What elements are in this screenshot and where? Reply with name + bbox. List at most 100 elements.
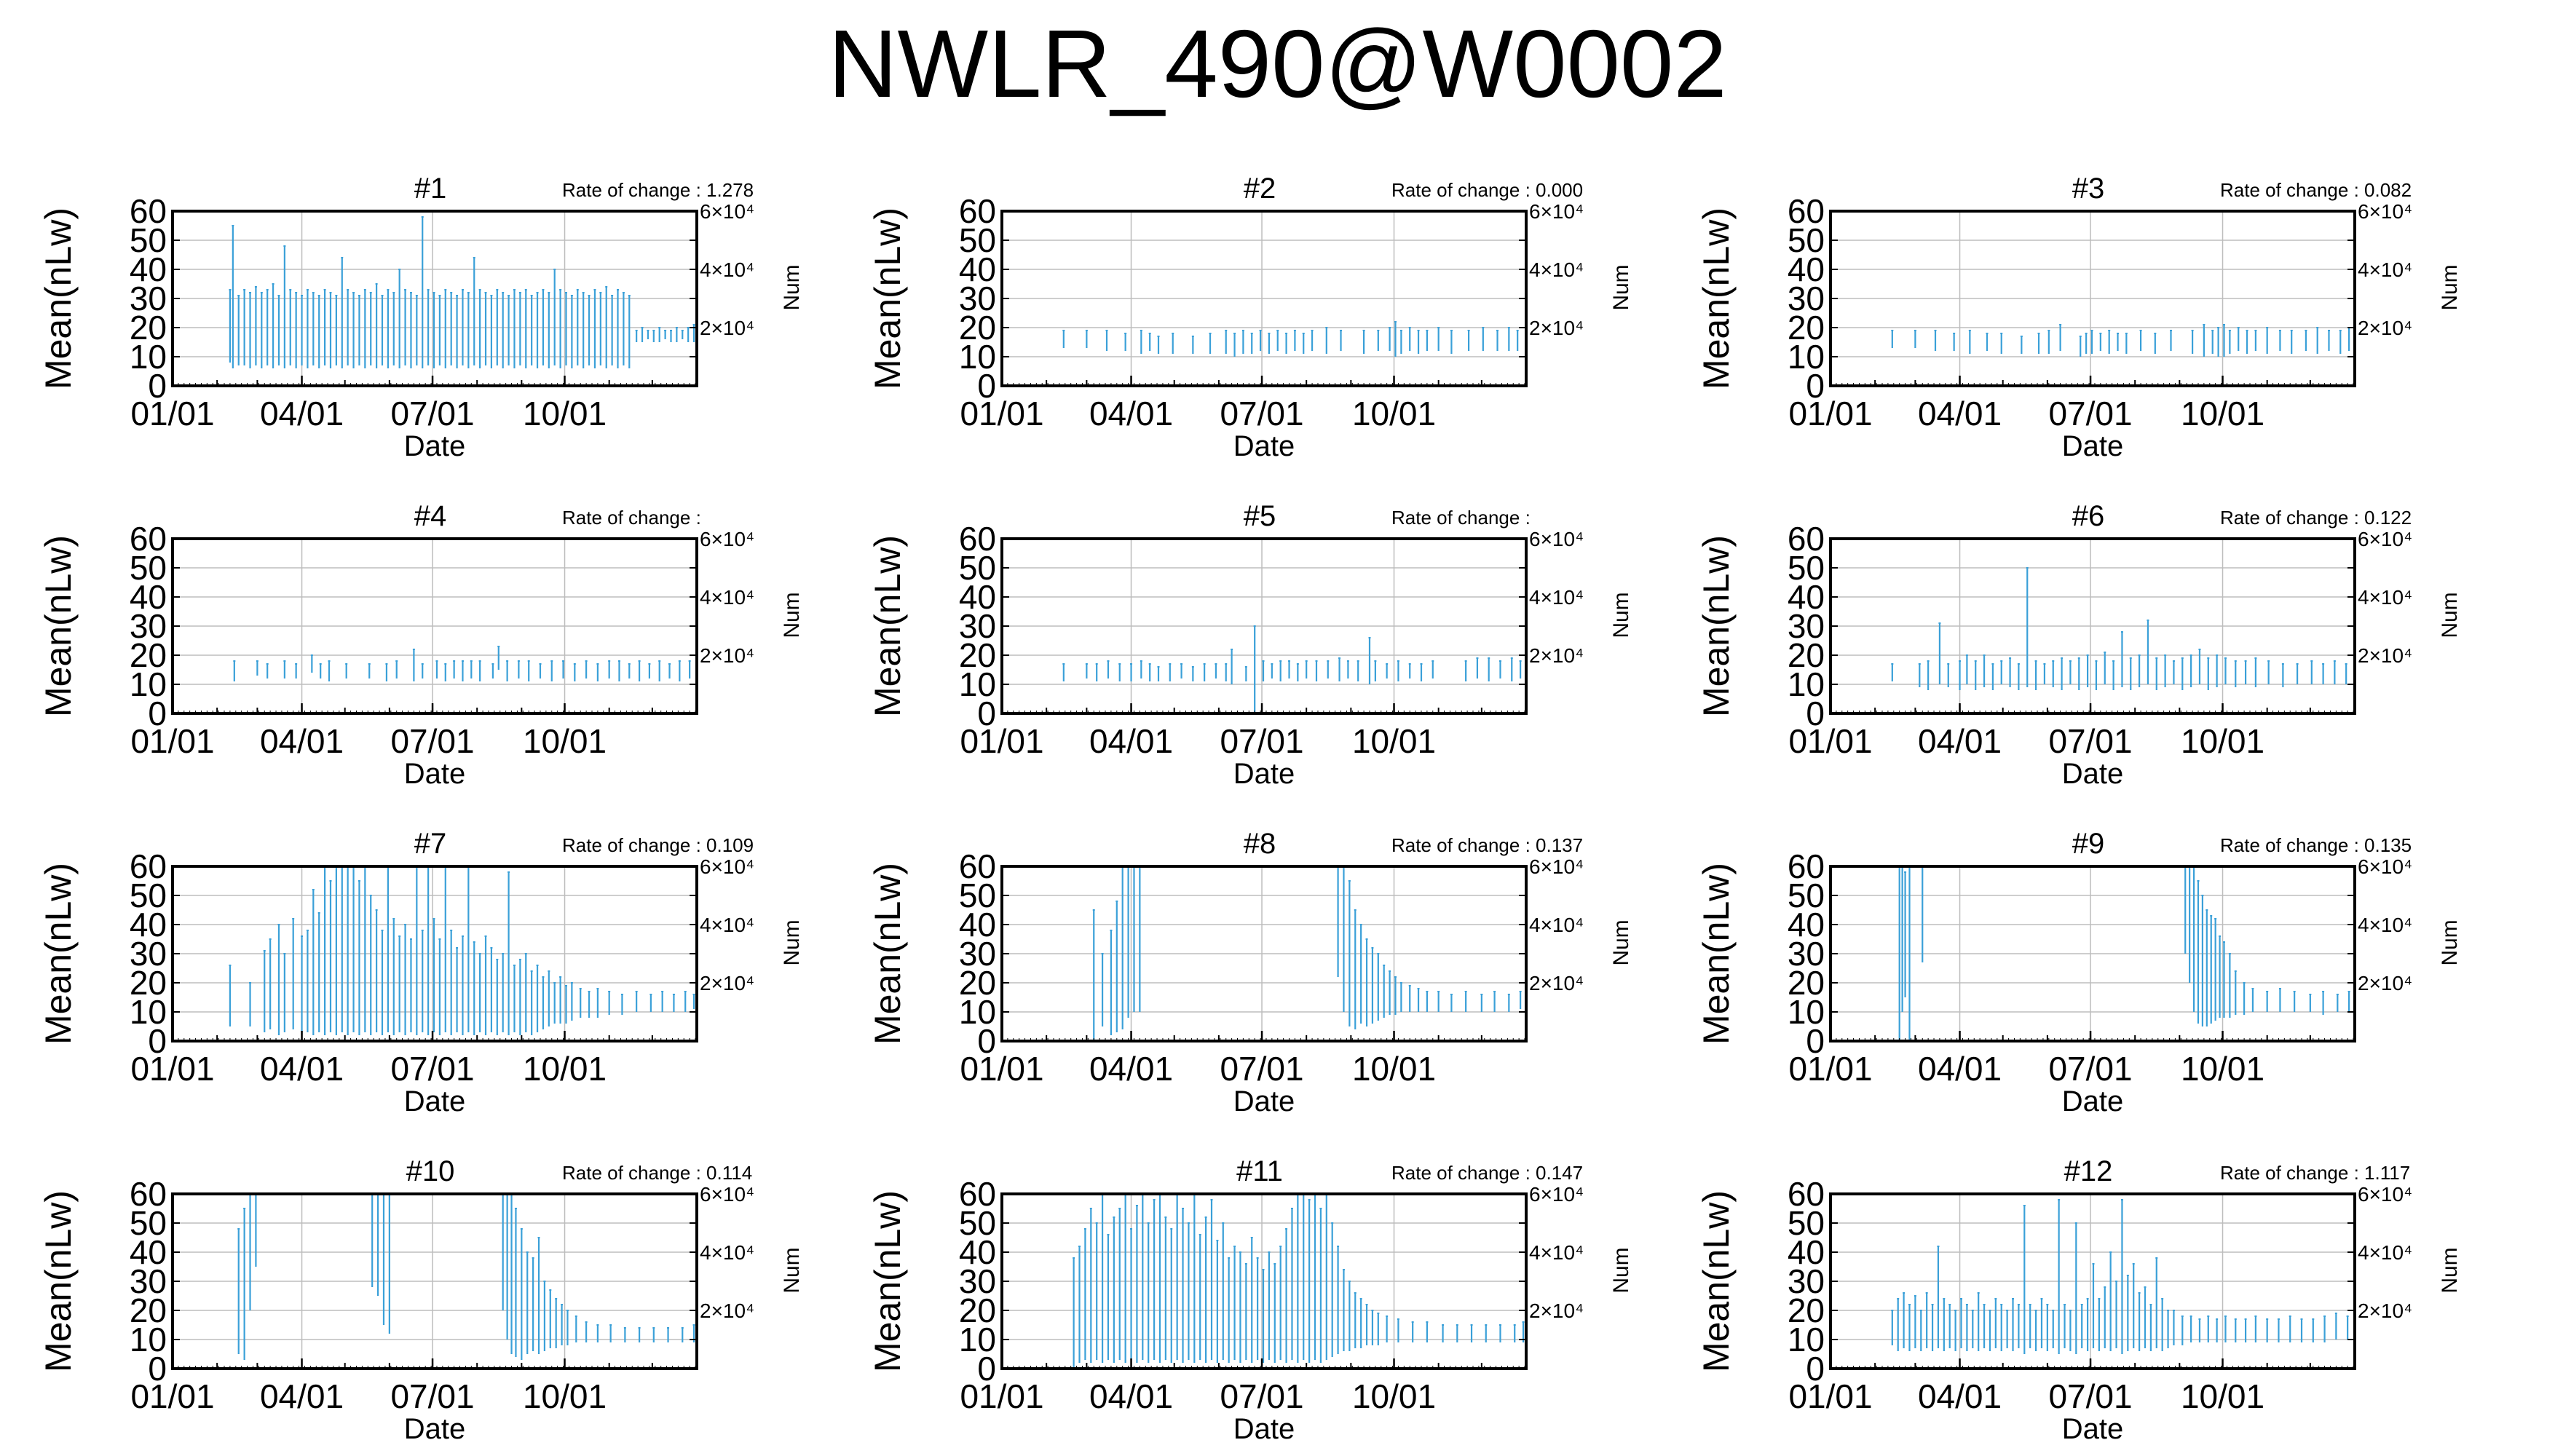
y-tick-label: 40 xyxy=(1788,578,1825,616)
x-tick-label: 10/01 xyxy=(2181,722,2264,760)
x-tick-label: 10/01 xyxy=(1352,722,1436,760)
x-axis-label: Date xyxy=(2062,1413,2124,1445)
y-tick-label: 10 xyxy=(959,665,996,703)
y-tick-label: 50 xyxy=(959,221,996,259)
y2-tick-label: 4×10⁴ xyxy=(2358,1241,2412,1264)
y-tick-label: 10 xyxy=(130,1321,167,1358)
y2-tick-label: 4×10⁴ xyxy=(1529,258,1584,281)
y-axis-label: Mean(nLw) xyxy=(1696,535,1737,717)
y2-tick-label: 4×10⁴ xyxy=(700,914,754,936)
y-tick-label: 0 xyxy=(1806,367,1825,405)
x-tick-label: 01/01 xyxy=(130,1050,214,1088)
x-tick-label: 07/01 xyxy=(1220,722,1303,760)
x-tick-label: 01/01 xyxy=(960,1050,1043,1088)
x-axis-label: Date xyxy=(1233,1413,1295,1445)
y-tick-label: 20 xyxy=(959,1291,996,1329)
y-tick-label: 60 xyxy=(959,192,996,230)
y-axis-label: Mean(nLw) xyxy=(867,1190,908,1372)
y2-axis-label: Num xyxy=(2438,919,2462,965)
y-tick-label: 50 xyxy=(1788,549,1825,587)
y-axis-label: Mean(nLw) xyxy=(1696,207,1737,389)
y2-tick-label: 4×10⁴ xyxy=(1529,914,1584,936)
x-axis-label: Date xyxy=(404,758,466,790)
y-tick-label: 20 xyxy=(130,636,167,674)
rate-of-change-label: Rate of change : 0.114 xyxy=(562,1162,752,1184)
x-axis-label: Date xyxy=(2062,1085,2124,1117)
y-tick-label: 60 xyxy=(1788,192,1825,230)
y-tick-label: 10 xyxy=(959,338,996,376)
x-tick-label: 10/01 xyxy=(523,722,607,760)
x-tick-label: 04/01 xyxy=(260,1377,344,1415)
x-tick-label: 07/01 xyxy=(1220,395,1303,432)
y-tick-label: 30 xyxy=(130,280,167,317)
y-tick-label: 0 xyxy=(148,367,167,405)
x-axis-label: Date xyxy=(1233,430,1295,462)
y2-tick-label: 2×10⁴ xyxy=(700,317,754,339)
y2-axis-label: Num xyxy=(780,264,804,310)
y-tick-label: 30 xyxy=(959,280,996,317)
x-axis-label: Date xyxy=(404,430,466,462)
y2-axis-label: Num xyxy=(780,592,804,638)
y-tick-label: 20 xyxy=(130,309,167,347)
y2-axis-label: Num xyxy=(2438,1247,2462,1293)
x-tick-label: 04/01 xyxy=(1918,1050,2002,1088)
y-tick-label: 60 xyxy=(130,520,167,558)
y-tick-label: 50 xyxy=(959,549,996,587)
y2-tick-label: 6×10⁴ xyxy=(2358,855,2412,878)
y-tick-label: 60 xyxy=(959,847,996,885)
x-tick-label: 07/01 xyxy=(2048,722,2132,760)
y-tick-label: 40 xyxy=(959,1233,996,1271)
y-tick-label: 30 xyxy=(1788,280,1825,317)
y-tick-label: 10 xyxy=(1788,1321,1825,1358)
x-axis-label: Date xyxy=(404,1413,466,1445)
y-tick-label: 10 xyxy=(959,1321,996,1358)
y2-tick-label: 2×10⁴ xyxy=(1529,972,1584,994)
panel-title: #3 xyxy=(2072,173,2105,205)
y-tick-label: 0 xyxy=(977,1022,996,1060)
x-tick-label: 07/01 xyxy=(2048,395,2132,432)
y-tick-label: 20 xyxy=(959,636,996,674)
x-axis-label: Date xyxy=(1233,758,1295,790)
y2-tick-label: 6×10⁴ xyxy=(700,1183,754,1206)
x-axis-label: Date xyxy=(1233,1085,1295,1117)
y2-axis-label: Num xyxy=(2438,592,2462,638)
y-tick-label: 50 xyxy=(1788,877,1825,914)
y-tick-label: 30 xyxy=(130,607,167,645)
y2-tick-label: 6×10⁴ xyxy=(700,855,754,878)
panel-title: #4 xyxy=(414,500,447,532)
y-tick-label: 30 xyxy=(130,1262,167,1300)
x-tick-label: 04/01 xyxy=(1918,1377,2002,1415)
y-tick-label: 60 xyxy=(130,847,167,885)
y2-tick-label: 6×10⁴ xyxy=(700,528,754,550)
x-tick-label: 04/01 xyxy=(1918,395,2002,432)
y-tick-label: 20 xyxy=(1788,309,1825,347)
y-axis-label: Mean(nLw) xyxy=(1696,863,1737,1045)
y-axis-label: Mean(nLw) xyxy=(38,1190,79,1372)
y2-tick-label: 4×10⁴ xyxy=(700,258,754,281)
y2-tick-label: 2×10⁴ xyxy=(2358,972,2412,994)
y2-tick-label: 4×10⁴ xyxy=(700,586,754,609)
y2-tick-label: 6×10⁴ xyxy=(1529,200,1584,223)
y-tick-label: 60 xyxy=(1788,520,1825,558)
x-tick-label: 10/01 xyxy=(1352,1050,1436,1088)
y-tick-label: 0 xyxy=(1806,1350,1825,1388)
y-tick-label: 0 xyxy=(1806,1022,1825,1060)
y-tick-label: 30 xyxy=(959,1262,996,1300)
rate-of-change-label: Rate of change : 0.135 xyxy=(2220,834,2412,856)
y-tick-label: 30 xyxy=(959,935,996,973)
y-tick-label: 40 xyxy=(130,1233,167,1271)
panel-title: #5 xyxy=(1244,500,1276,532)
y2-tick-label: 6×10⁴ xyxy=(1529,855,1584,878)
x-axis-label: Date xyxy=(404,1085,466,1117)
x-tick-label: 10/01 xyxy=(2181,1377,2264,1415)
y2-tick-label: 6×10⁴ xyxy=(2358,200,2412,223)
x-tick-label: 07/01 xyxy=(390,1377,474,1415)
rate-of-change-label: Rate of change : 0.082 xyxy=(2220,179,2412,201)
y2-axis-label: Num xyxy=(2438,264,2462,310)
x-axis-label: Date xyxy=(2062,430,2124,462)
y-tick-label: 10 xyxy=(130,993,167,1031)
